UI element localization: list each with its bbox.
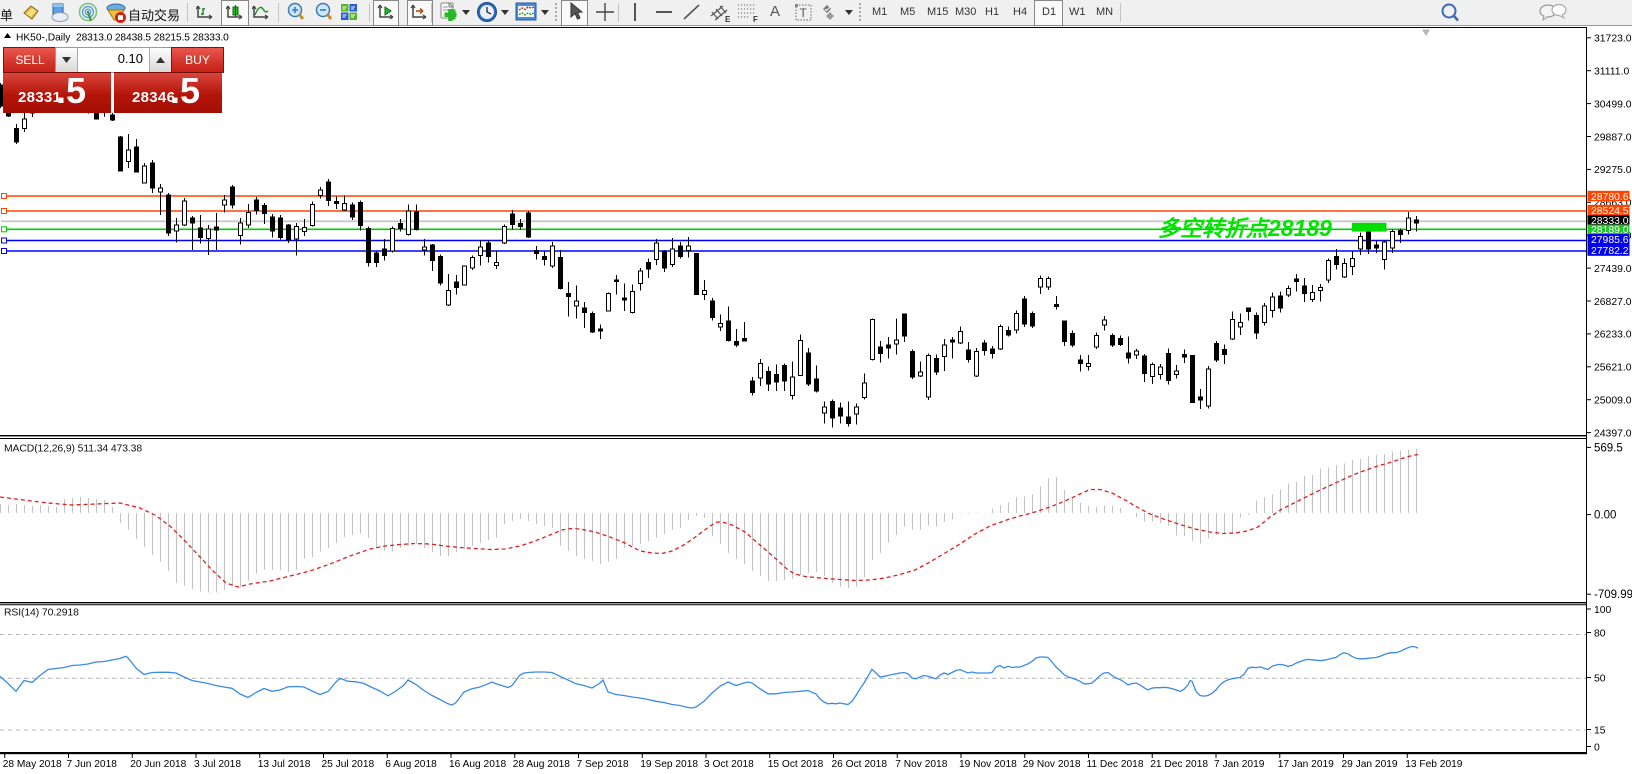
svg-text:30499.0: 30499.0 [1594,99,1632,110]
svg-text:15: 15 [1594,725,1606,736]
svg-text:27985.6: 27985.6 [1591,235,1629,246]
svg-text:16 Aug 2018: 16 Aug 2018 [449,759,507,770]
svg-text:569.5: 569.5 [1594,442,1623,454]
svg-text:7 Nov 2018: 7 Nov 2018 [895,759,947,770]
svg-text:13 Feb 2019: 13 Feb 2019 [1405,759,1463,770]
svg-text:MACD(12,26,9) 511.34 473.38: MACD(12,26,9) 511.34 473.38 [4,444,142,455]
svg-text:29 Nov 2018: 29 Nov 2018 [1023,759,1081,770]
svg-text:80: 80 [1594,628,1606,639]
svg-text:20 Jun 2018: 20 Jun 2018 [130,759,186,770]
svg-text:26233.0: 26233.0 [1594,330,1632,341]
svg-text:6 Aug 2018: 6 Aug 2018 [385,759,437,770]
svg-text:0: 0 [1594,742,1600,753]
svg-text:19 Sep 2018: 19 Sep 2018 [640,759,698,770]
svg-text:28 Aug 2018: 28 Aug 2018 [513,759,571,770]
svg-text:15 Oct 2018: 15 Oct 2018 [768,759,824,770]
svg-text:28663.0: 28663.0 [1594,198,1632,209]
svg-text:7 Jan 2019: 7 Jan 2019 [1214,759,1265,770]
svg-text:29887.0: 29887.0 [1594,132,1632,143]
svg-text:13 Jul 2018: 13 Jul 2018 [258,759,311,770]
svg-text:E: E [725,15,731,24]
svg-text:28 May 2018: 28 May 2018 [3,759,62,770]
svg-text:0.00: 0.00 [1594,510,1616,522]
svg-text:21 Dec 2018: 21 Dec 2018 [1150,759,1208,770]
svg-text:RSI(14) 70.2918: RSI(14) 70.2918 [4,608,79,619]
svg-text:31111.0: 31111.0 [1594,67,1629,78]
svg-text:31723.0: 31723.0 [1594,34,1632,45]
svg-text:T: T [800,6,808,20]
svg-text:28333.0: 28333.0 [1591,216,1629,227]
svg-text:27782.2: 27782.2 [1591,246,1629,257]
svg-text:28780.6: 28780.6 [1591,192,1629,203]
svg-text:24397.0: 24397.0 [1594,428,1632,439]
svg-text:HK50-,Daily 28313.0 28438.5 2: HK50-,Daily 28313.0 28438.5 28215.5 2833… [16,32,229,43]
svg-text:25 Jul 2018: 25 Jul 2018 [322,759,375,770]
svg-text:29275.0: 29275.0 [1594,165,1632,176]
svg-text:多空转折点28189: 多空转折点28189 [1158,215,1332,241]
svg-text:7 Sep 2018: 7 Sep 2018 [577,759,629,770]
svg-text:29 Jan 2019: 29 Jan 2019 [1342,759,1398,770]
svg-text:27439.0: 27439.0 [1594,264,1632,275]
svg-text:25621.0: 25621.0 [1594,363,1632,374]
svg-text:25009.0: 25009.0 [1594,396,1632,407]
svg-text:3 Jul 2018: 3 Jul 2018 [194,759,241,770]
svg-text:19 Nov 2018: 19 Nov 2018 [959,759,1017,770]
svg-text:50: 50 [1594,673,1606,684]
svg-text:11 Dec 2018: 11 Dec 2018 [1087,759,1144,770]
svg-text:7 Jun 2018: 7 Jun 2018 [67,759,118,770]
svg-text:28524.5: 28524.5 [1591,206,1629,217]
svg-text:17 Jan 2019: 17 Jan 2019 [1278,759,1334,770]
svg-text:28189.0: 28189.0 [1591,225,1629,236]
svg-text:-709.99: -709.99 [1594,589,1632,601]
svg-text:F: F [753,15,758,24]
svg-text:100: 100 [1594,605,1612,616]
svg-text:3 Oct 2018: 3 Oct 2018 [704,759,754,770]
svg-text:26827.0: 26827.0 [1594,297,1632,308]
svg-text:26 Oct 2018: 26 Oct 2018 [832,759,888,770]
